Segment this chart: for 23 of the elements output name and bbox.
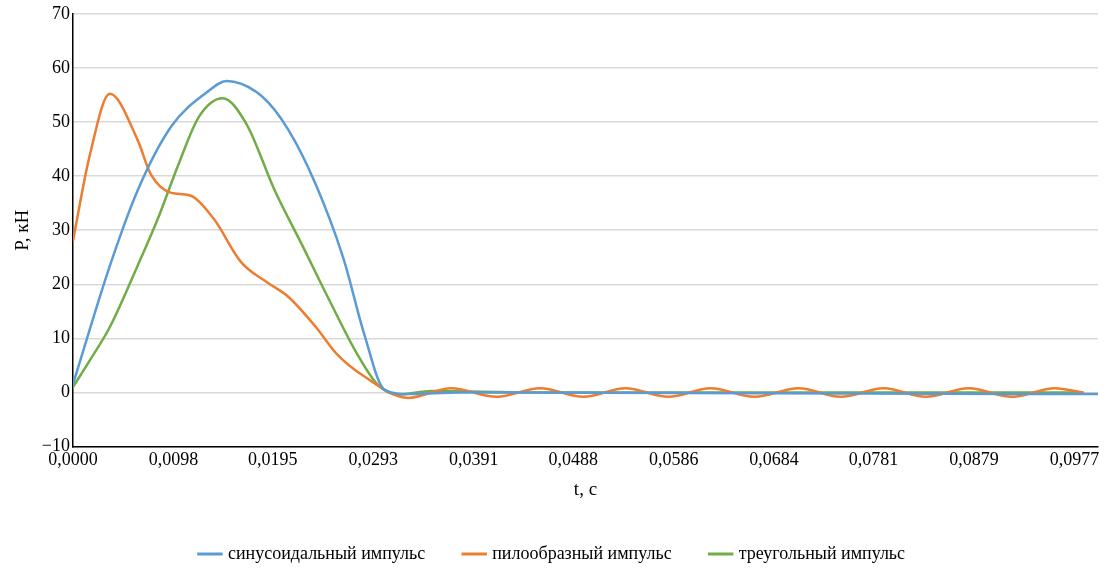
x-axis-title: t, с	[573, 477, 598, 499]
y-tick-label: 60	[51, 56, 70, 77]
y-tick-label: 40	[51, 164, 70, 185]
x-tick-label: 0,0781	[848, 449, 899, 470]
x-tick-label: 0,0488	[548, 449, 598, 470]
legend-label: пилообразный импульс	[492, 542, 672, 563]
x-tick-label: 0,0586	[648, 449, 699, 470]
y-tick-label: 20	[51, 273, 70, 294]
x-tick-label: 0,0195	[248, 449, 298, 470]
x-tick-label: 0,0977	[1049, 449, 1100, 470]
y-tick-label: 50	[51, 110, 70, 131]
y-tick-label: 10	[51, 327, 70, 348]
y-axis-title: P, кН	[11, 209, 33, 251]
y-tick-label: 0	[60, 381, 70, 402]
x-tick-label: 0,0391	[449, 449, 499, 470]
y-tick-label: 70	[51, 2, 70, 23]
legend-label: синусоидальный импульс	[227, 542, 426, 563]
x-tick-label: 0,0684	[749, 449, 799, 470]
y-tick-label: 30	[51, 218, 70, 239]
x-tick-label: 0,0879	[949, 449, 999, 470]
legend-label: треугольный импульс	[738, 542, 906, 563]
x-tick-label: 0,0293	[348, 449, 399, 470]
x-tick-label: 0,0098	[148, 449, 199, 470]
